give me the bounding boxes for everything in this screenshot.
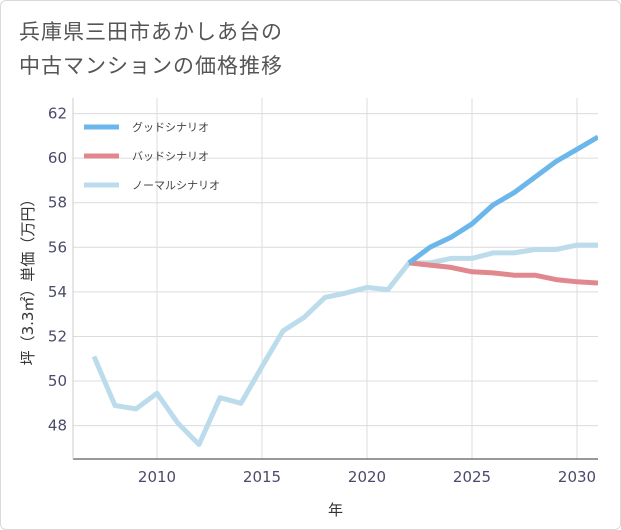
y-tick-label-50: 50 xyxy=(48,372,67,390)
x-axis-label: 年 xyxy=(328,501,343,519)
series-line-normal xyxy=(91,242,598,447)
y-tick-label-60: 60 xyxy=(48,149,67,167)
x-tick-label-2030: 2030 xyxy=(558,468,596,486)
y-tick-label-48: 48 xyxy=(48,417,67,435)
x-tick-label-2020: 2020 xyxy=(348,468,386,486)
chart-title: 兵庫県三田市あかしあ台の 中古マンションの価格推移 xyxy=(19,15,579,83)
chart-title-line-2: 中古マンションの価格推移 xyxy=(19,54,283,78)
x-tick-label-2015: 2015 xyxy=(243,468,281,486)
legend-label-good: グッドシナリオ xyxy=(132,120,209,134)
y-tick-label-54: 54 xyxy=(48,283,67,301)
x-tick-label-2025: 2025 xyxy=(453,468,491,486)
legend-label-normal: ノーマルシナリオ xyxy=(132,179,220,192)
chart-title-line-1: 兵庫県三田市あかしあ台の xyxy=(19,20,283,44)
y-tick-label-52: 52 xyxy=(48,327,67,345)
legend-label-bad: バッドシナリオ xyxy=(132,150,209,163)
series-line-good xyxy=(407,134,598,265)
y-axis-label: 坪（3.3㎡）単価（万円） xyxy=(19,192,37,366)
series-line-bad xyxy=(408,260,598,286)
y-tick-label-56: 56 xyxy=(48,238,67,256)
y-tick-label-62: 62 xyxy=(48,105,67,123)
y-tick-label-58: 58 xyxy=(48,194,67,212)
x-tick-label-2010: 2010 xyxy=(138,468,176,486)
